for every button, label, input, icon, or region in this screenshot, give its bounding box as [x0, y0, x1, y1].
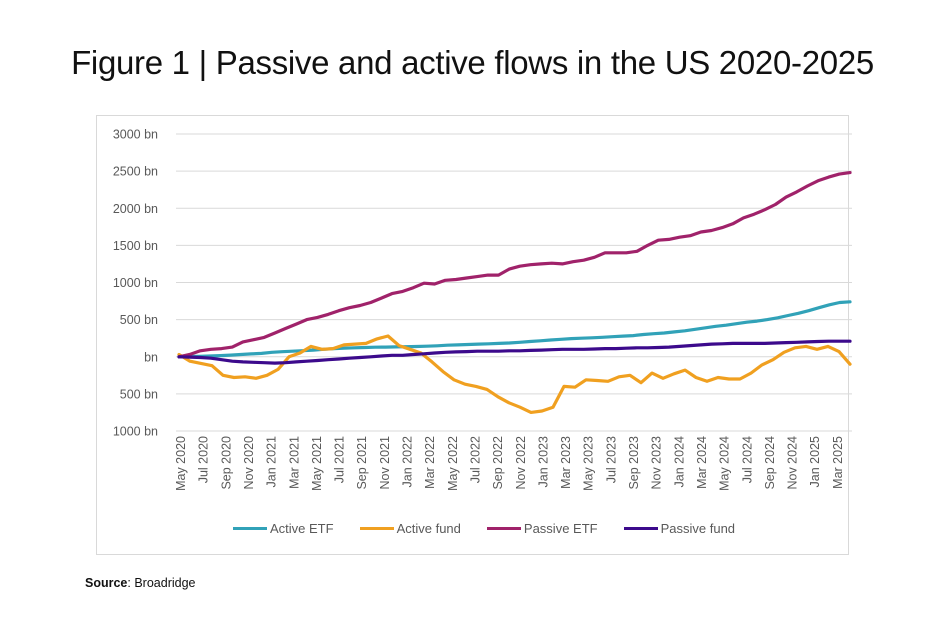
x-tick-label: Mar 2024	[695, 436, 709, 489]
x-tick-label: Sep 2024	[763, 436, 777, 490]
x-tick-label: Jan 2023	[536, 436, 550, 487]
y-tick-label: 2000 bn	[113, 202, 158, 216]
source-text: : Broadridge	[127, 576, 196, 590]
x-tick-label: Sep 2020	[219, 436, 233, 490]
legend-item: Passive ETF	[486, 521, 598, 536]
y-tick-label: 1500 bn	[113, 239, 158, 253]
y-tick-label: 500 bn	[120, 313, 158, 327]
x-tick-label: Jan 2025	[808, 436, 822, 487]
legend-swatch	[486, 527, 521, 530]
y-tick-label: bn	[144, 350, 158, 364]
source-note: Source: Broadridge	[85, 576, 196, 590]
x-tick-label: Jul 2022	[468, 436, 482, 483]
x-tick-label: Nov 2020	[242, 436, 256, 490]
x-tick-label: Sep 2022	[491, 436, 505, 490]
y-tick-label: 1000 bn	[113, 276, 158, 290]
x-tick-label: Jul 2024	[740, 436, 754, 483]
x-tick-label: May 2022	[446, 436, 460, 491]
series-line-passive-fund	[177, 339, 852, 365]
legend-label: Passive ETF	[523, 521, 598, 536]
x-tick-label: Sep 2023	[627, 436, 641, 490]
x-tick-label: Sep 2021	[355, 436, 369, 490]
series-line-active-fund	[177, 334, 852, 414]
legend-swatch	[359, 527, 394, 530]
x-tick-label: Nov 2024	[786, 436, 800, 490]
x-tick-label: May 2023	[582, 436, 596, 491]
y-tick-label: 2500 bn	[113, 165, 158, 179]
legend-label: Active ETF	[270, 521, 334, 536]
legend-swatch	[623, 527, 658, 530]
source-label: Source	[85, 576, 128, 590]
series-line-passive-etf	[177, 171, 852, 359]
x-tick-label: May 2020	[174, 436, 188, 491]
x-tick-label: Nov 2022	[514, 436, 528, 490]
x-tick-label: Mar 2025	[831, 436, 845, 489]
x-tick-label: Mar 2022	[423, 436, 437, 489]
y-tick-label: 1000 bn	[113, 425, 158, 439]
legend-label: Passive fund	[660, 521, 736, 536]
x-tick-label: Jul 2021	[333, 436, 347, 483]
legend-item: Active fund	[359, 521, 461, 536]
x-tick-label: Nov 2023	[650, 436, 664, 490]
x-tick-label: Jan 2021	[265, 436, 279, 487]
chart-legend: Active ETF Active fund Passive ETF Passive …	[233, 521, 761, 536]
x-tick-label: Jan 2024	[672, 436, 686, 487]
x-tick-label: May 2024	[718, 436, 732, 491]
chart-frame	[96, 115, 849, 555]
legend-item: Passive fund	[623, 521, 736, 536]
legend-item: Active ETF	[233, 521, 334, 536]
legend-swatch	[233, 527, 267, 530]
y-tick-label: 500 bn	[120, 387, 158, 401]
x-tick-label: Jul 2023	[604, 436, 618, 483]
x-tick-label: May 2021	[310, 436, 324, 491]
page-title: Figure 1 | Passive and active flows in t…	[71, 44, 874, 81]
x-tick-label: Jul 2020	[197, 436, 211, 483]
series-line-active-etf	[177, 300, 852, 359]
x-tick-label: Mar 2023	[559, 436, 573, 489]
legend-label: Active fund	[396, 521, 461, 536]
x-tick-label: Jan 2022	[401, 436, 415, 487]
x-tick-label: Mar 2021	[287, 436, 301, 489]
x-tick-label: Nov 2021	[378, 436, 392, 490]
y-tick-label: 3000 bn	[113, 128, 158, 142]
